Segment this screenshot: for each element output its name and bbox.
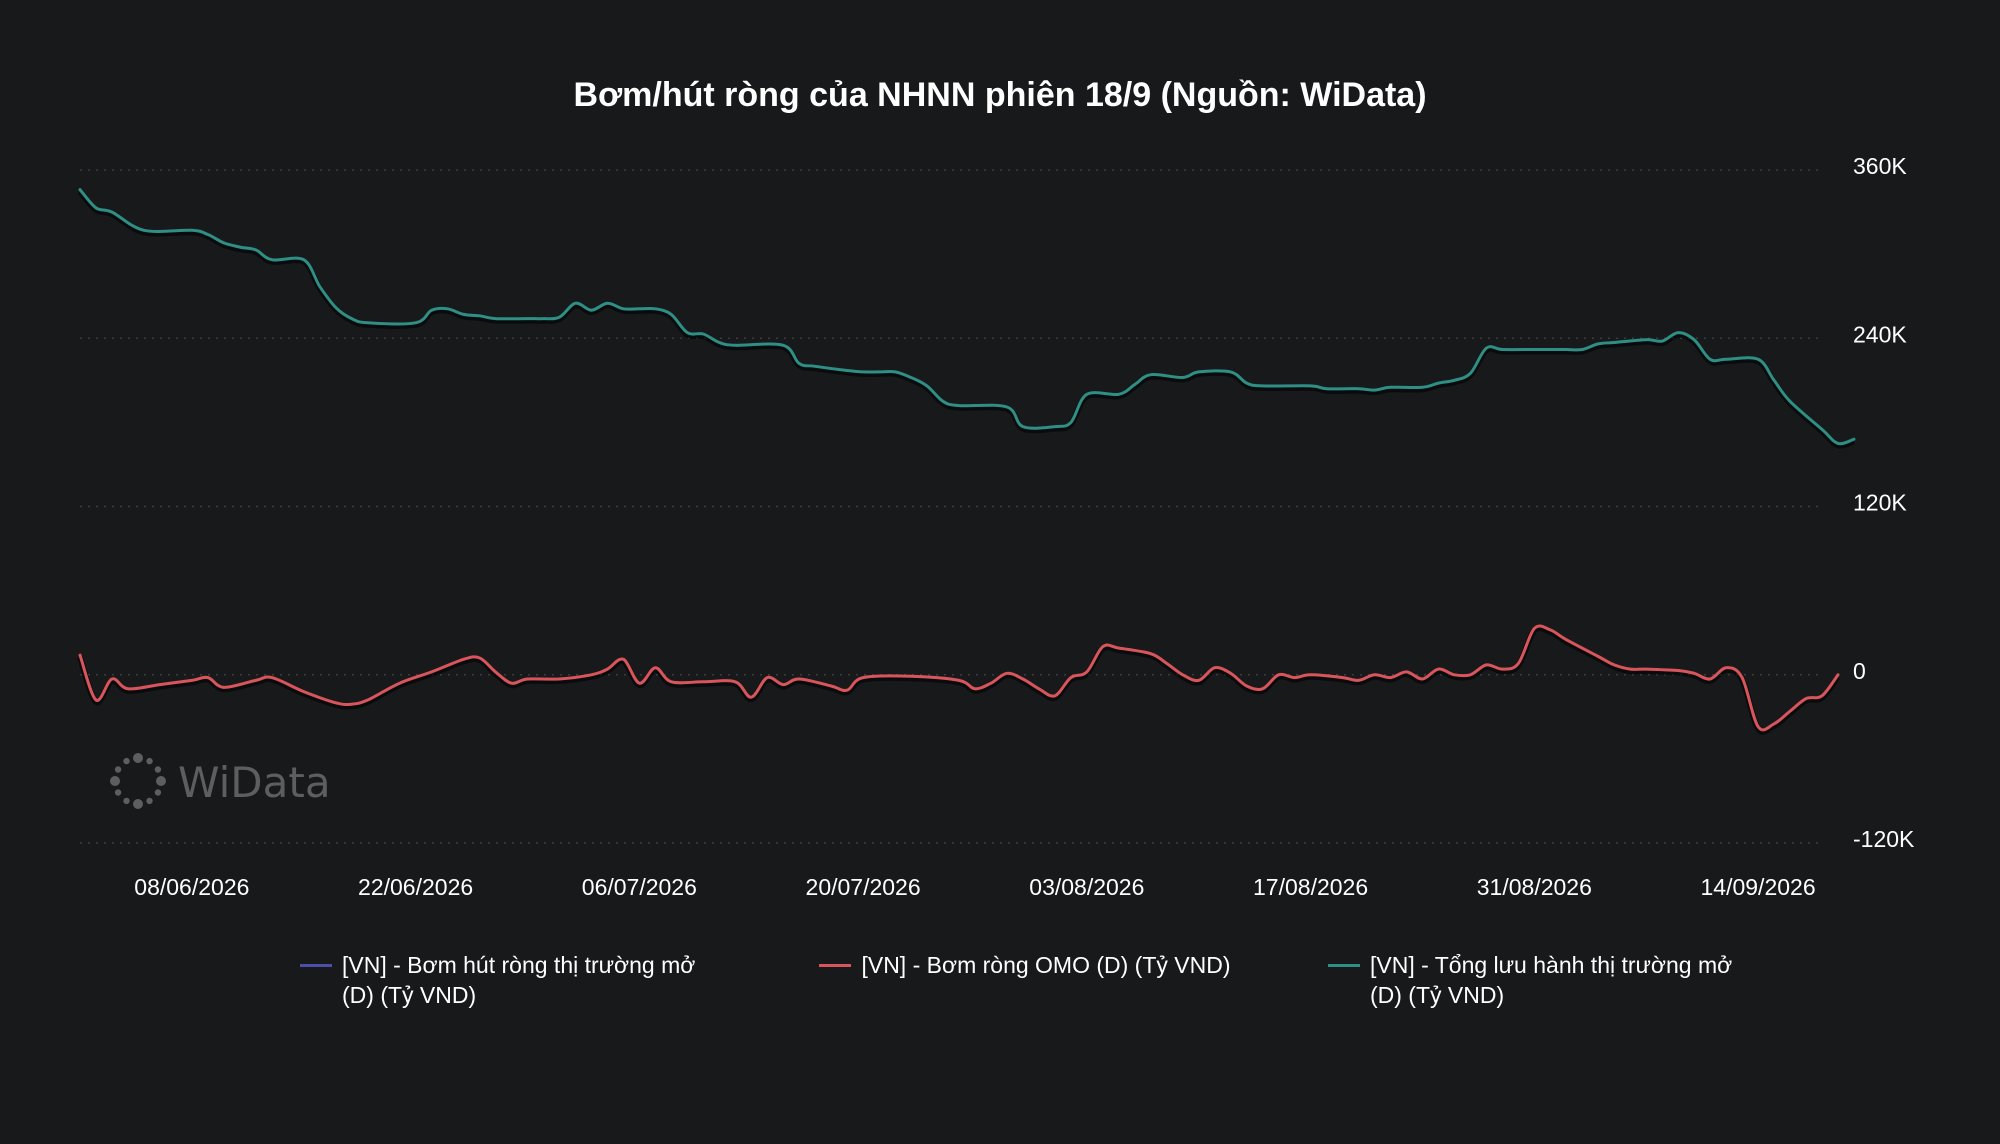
- watermark-dot: [123, 797, 130, 805]
- watermark-dot: [154, 766, 162, 773]
- watermark-dot: [114, 789, 122, 796]
- watermark-dot: [133, 753, 143, 763]
- x-tick-label: 20/07/2026: [806, 874, 921, 900]
- y-tick-label: 120K: [1853, 490, 1907, 516]
- y-axis-ticks: 360K 240K 120K 0 -120K: [1853, 153, 1915, 852]
- watermark-dot: [114, 766, 122, 773]
- y-tick-label: 240K: [1853, 321, 1907, 347]
- y-tick-label: 360K: [1853, 153, 1907, 179]
- x-tick-label: 03/08/2026: [1029, 874, 1144, 900]
- x-axis-ticks: 08/06/2026 22/06/2026 06/07/2026 20/07/2026…: [134, 874, 1815, 900]
- x-tick-label: 14/09/2026: [1701, 874, 1816, 900]
- y-tick-label: 0: [1853, 658, 1866, 684]
- x-tick-label: 06/07/2026: [582, 874, 697, 900]
- watermark-icon: [110, 753, 166, 809]
- legend-swatch-total-outstanding: [1327, 964, 1360, 967]
- gridlines: [80, 169, 1822, 844]
- watermark-dot: [146, 797, 153, 805]
- watermark-dot: [156, 776, 166, 786]
- watermark-text: WiData: [178, 758, 331, 807]
- series-line[interactable]: [78, 188, 1856, 446]
- watermark-dot: [146, 757, 153, 765]
- x-tick-label: 08/06/2026: [134, 874, 249, 900]
- chart-title: Bơm/hút ròng của NHNN phiên 18/9 (Nguồn:…: [573, 76, 1426, 114]
- y-tick-label: -120K: [1853, 826, 1915, 852]
- legend-label-omo: [VN] - Bơm ròng OMO (D) (Tỷ VND): [861, 952, 1231, 978]
- legend-item-total-outstanding[interactable]: [VN] - Tổng lưu hành thị trường mở (D) (…: [1327, 950, 1750, 1010]
- legend: [VN] - Bơm hút ròng thị trường mở (D) (T…: [300, 950, 1750, 1010]
- series-1[interactable]: [77, 624, 1841, 735]
- watermark-dot: [123, 757, 130, 765]
- series-2[interactable]: [77, 188, 1856, 449]
- series-lines: [77, 188, 1856, 735]
- watermark-logo: WiData: [110, 753, 331, 809]
- watermark-dot: [154, 789, 162, 796]
- legend-item-net-open-market[interactable]: [VN] - Bơm hút ròng thị trường mở (D) (T…: [300, 950, 722, 1010]
- legend-label-net-open-market: [VN] - Bơm hút ròng thị trường mở (D) (T…: [342, 952, 696, 1008]
- legend-label-total-outstanding: [VN] - Tổng lưu hành thị trường mở (D) (…: [1369, 952, 1733, 1008]
- series-line-shadow: [77, 189, 1856, 449]
- x-tick-label: 17/08/2026: [1253, 874, 1368, 900]
- watermark-dot: [133, 799, 143, 809]
- legend-swatch-omo: [819, 964, 852, 967]
- legend-swatch-net-open-market: [300, 964, 332, 967]
- watermark-dot: [110, 776, 120, 786]
- x-tick-label: 31/08/2026: [1477, 874, 1592, 900]
- series-line[interactable]: [78, 624, 1840, 732]
- x-tick-label: 22/06/2026: [358, 874, 473, 900]
- legend-item-omo[interactable]: [VN] - Bơm ròng OMO (D) (Tỷ VND): [819, 950, 1231, 1010]
